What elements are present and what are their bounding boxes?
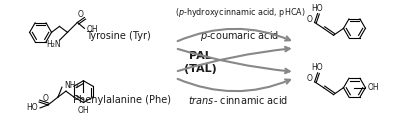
Text: NH₂: NH₂ (64, 81, 78, 90)
Text: OH: OH (86, 25, 98, 34)
Text: HO: HO (26, 103, 38, 112)
Text: Tyrosine (Tyr): Tyrosine (Tyr) (86, 31, 151, 41)
Text: HO: HO (311, 4, 322, 13)
Text: O: O (43, 94, 49, 103)
Text: ($\mathit{p}$-hydroxycinnamic acid, pHCA): ($\mathit{p}$-hydroxycinnamic acid, pHCA… (175, 6, 305, 19)
Text: H₂N: H₂N (46, 40, 61, 49)
Text: OH: OH (368, 83, 379, 92)
Text: O: O (307, 15, 312, 24)
Text: HO: HO (311, 63, 322, 72)
Text: OH: OH (78, 106, 89, 115)
Text: $\mathit{trans}$- cinnamic acid: $\mathit{trans}$- cinnamic acid (188, 94, 288, 106)
Text: O: O (307, 74, 312, 83)
Text: PAL
(TAL): PAL (TAL) (184, 51, 216, 74)
Text: $\mathit{p}$-coumaric acid: $\mathit{p}$-coumaric acid (200, 29, 280, 43)
Text: Phenylalanine (Phe): Phenylalanine (Phe) (73, 95, 171, 105)
Text: O: O (78, 10, 83, 19)
